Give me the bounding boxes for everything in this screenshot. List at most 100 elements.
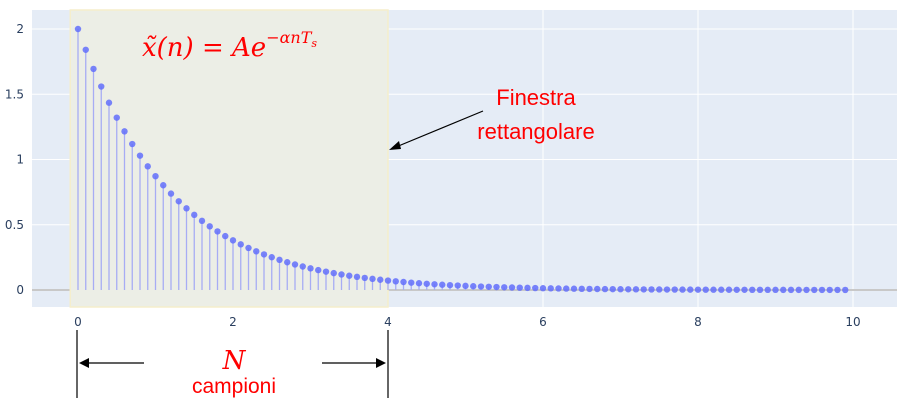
window-label-line2: rettangolare [477, 119, 594, 144]
sample-point [446, 281, 454, 289]
formula: x̃(n) = Ae−αnTs [142, 28, 317, 63]
sample-point [594, 285, 601, 293]
sample-point [601, 285, 609, 293]
y-tick-label: 1.5 [5, 87, 24, 101]
sample-point [787, 286, 795, 294]
sample-point [291, 261, 299, 268]
sample-point [663, 286, 671, 293]
window-label-line1: Finestra [496, 85, 576, 110]
window-pointer-arrow [389, 110, 484, 150]
n-caption: campioni [192, 375, 276, 398]
sample-point [671, 286, 678, 293]
sample-point [90, 65, 97, 73]
sample-point [361, 274, 368, 282]
sample-point [415, 280, 423, 287]
sample-point [222, 232, 229, 240]
sample-point [625, 286, 632, 293]
sample-point [431, 281, 438, 288]
sample-point [733, 286, 740, 293]
sample-point [555, 285, 562, 292]
sample-point [470, 283, 477, 290]
sample-point [539, 285, 547, 292]
sample-point [570, 285, 578, 292]
sample-point [756, 286, 764, 294]
sample-point [764, 286, 771, 294]
n-span-indicator [76, 330, 389, 398]
sample-point [369, 275, 376, 283]
x-tick-label: 10 [845, 315, 860, 329]
sample-point [702, 286, 709, 293]
y-tick-label: 0 [16, 283, 24, 297]
sample-point [284, 259, 291, 266]
sample-point [834, 286, 841, 294]
sample-point [191, 211, 198, 219]
y-axis-ticks: 0 0.5 1 1.5 2 [5, 22, 24, 297]
sample-point [183, 205, 190, 212]
sample-point [276, 256, 283, 264]
x-tick-label: 4 [384, 315, 392, 329]
sample-point [826, 286, 833, 294]
sample-point [322, 268, 330, 275]
sample-point [741, 286, 748, 293]
sample-point [82, 46, 89, 53]
n-span-left-arrowhead [79, 358, 89, 368]
sample-point [315, 266, 322, 274]
sample-markers [74, 25, 849, 294]
sample-point [423, 280, 430, 287]
sample-point [198, 217, 206, 225]
sample-point [175, 198, 182, 205]
sample-point [98, 83, 105, 90]
sample-point [384, 277, 392, 284]
sample-point [679, 286, 686, 293]
sample-point [772, 286, 779, 294]
sample-point [245, 244, 252, 252]
sample-point [121, 128, 128, 135]
sample-point [206, 223, 213, 230]
sample-point [299, 263, 306, 270]
sample-point [725, 286, 733, 293]
formula-exponent-subscript: s [311, 37, 317, 50]
sample-point [268, 254, 275, 261]
sample-point [640, 286, 647, 293]
sample-point [842, 286, 849, 294]
sample-point [586, 285, 593, 293]
sample-point [818, 286, 826, 294]
sample-point [129, 140, 136, 148]
x-tick-label: 6 [539, 315, 547, 329]
sample-point [710, 286, 717, 293]
sample-point [408, 279, 415, 286]
sample-point [795, 286, 802, 294]
stem-lines [77, 29, 846, 290]
x-tick-label: 0 [74, 315, 82, 329]
sample-point [136, 152, 144, 159]
sample-point [811, 286, 818, 294]
x-axis-ticks: 0 2 4 6 8 10 [74, 315, 860, 329]
sample-point [74, 25, 82, 33]
sample-point [656, 286, 663, 293]
x-tick-label: 2 [229, 315, 237, 329]
sample-point [330, 269, 337, 277]
sample-point [454, 282, 461, 289]
sample-point [113, 114, 120, 121]
n-span-right-arrowhead [376, 358, 386, 368]
sample-point [532, 284, 539, 292]
sample-point [260, 251, 268, 258]
sample-point [508, 284, 516, 291]
sample-point [152, 172, 159, 180]
sample-point [687, 286, 694, 293]
sample-point [462, 282, 469, 290]
sample-point [694, 286, 702, 293]
sample-point [516, 284, 523, 291]
rectangular-window [69, 9, 389, 308]
sample-point [144, 163, 151, 170]
sample-point [338, 271, 345, 278]
sample-point [377, 276, 384, 283]
sample-point [307, 265, 314, 272]
n-symbol: N [222, 346, 247, 376]
sample-point [346, 272, 353, 279]
sample-point [485, 283, 492, 290]
sample-point [563, 285, 570, 292]
formula-main: x̃(n) = Ae [142, 33, 266, 63]
sample-point [632, 286, 640, 293]
